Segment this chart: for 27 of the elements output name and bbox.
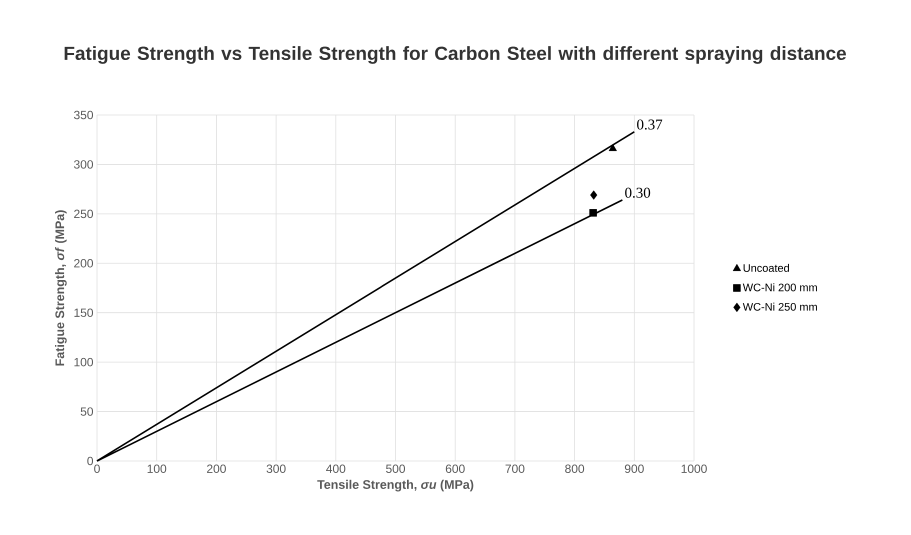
x-tick-label: 500 — [386, 464, 406, 473]
x-tick-label: 600 — [446, 464, 465, 473]
y-axis-title: Fatigue Strength, σf (MPa) — [55, 210, 67, 366]
y-tick-label: 100 — [74, 358, 94, 366]
x-tick-label: 200 — [207, 464, 226, 473]
x-tick-label: 900 — [624, 464, 644, 473]
y-tick-label: 0 — [87, 456, 94, 466]
y-tick-label: 350 — [74, 110, 94, 120]
x-tick-label: 400 — [326, 464, 346, 473]
x-tick-label: 700 — [506, 464, 524, 473]
x-tick-label: 300 — [266, 464, 286, 473]
legend-label: WC-Ni 200 mm — [742, 283, 817, 292]
x-tick-label: 1000 — [682, 464, 707, 473]
chart-title: Fatigue Strength vs Tensile Strength for Carbon Steel with different spraying distance — [64, 46, 846, 64]
x-tick-label: 0 — [94, 464, 100, 473]
annotation: 0.37 — [637, 119, 662, 130]
y-tick-label: 200 — [74, 259, 94, 268]
legend-label: WC-Ni 250 mm — [742, 302, 817, 311]
x-tick-label: 800 — [565, 464, 584, 473]
y-tick-label: 150 — [74, 308, 94, 317]
legend-label: Uncoated — [744, 264, 789, 272]
y-tick-label: 50 — [80, 407, 94, 416]
y-tick-label: 300 — [74, 160, 94, 169]
x-axis-title: Tensile Strength, σu (MPa) — [317, 480, 474, 492]
y-tick-label: 250 — [74, 210, 94, 218]
x-tick-label: 100 — [148, 464, 166, 473]
annotation: 0.30 — [625, 188, 650, 198]
